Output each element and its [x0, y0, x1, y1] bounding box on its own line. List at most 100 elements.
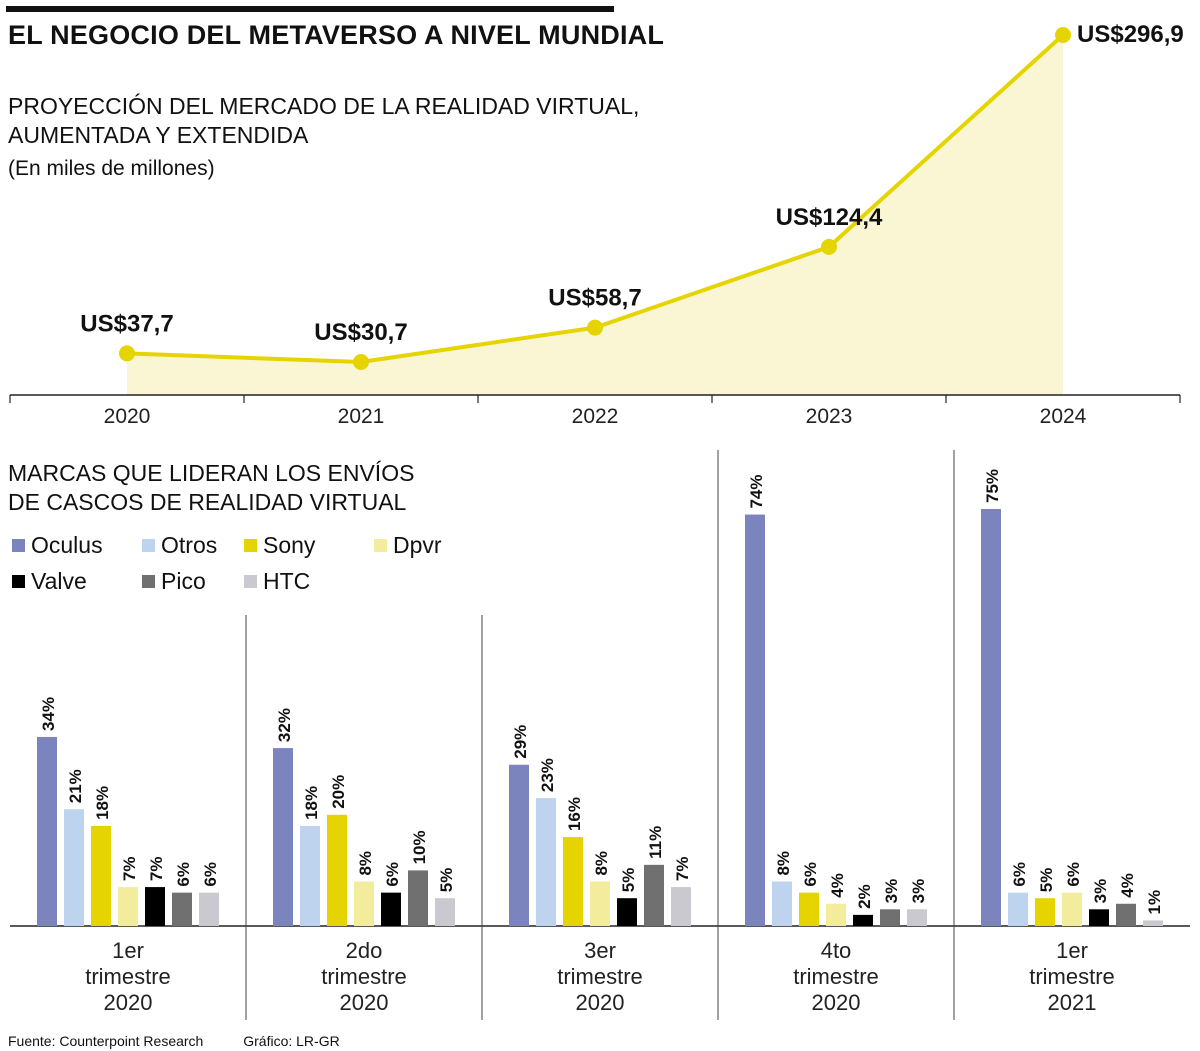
x-tick-label: 2021 [338, 405, 385, 428]
footer: Fuente: Counterpoint Research Gráfico: L… [8, 1033, 376, 1049]
bar-dpvr [354, 881, 374, 926]
bar-value-label: 6% [201, 862, 220, 887]
legend-swatch [244, 575, 257, 588]
bar-value-label: 16% [565, 797, 584, 831]
line-chart-title-line2: AUMENTADA Y EXTENDIDA [8, 122, 309, 148]
legend-label: Dpvr [393, 532, 442, 558]
group-label-line2: trimestre [321, 964, 407, 989]
x-tick-label: 2020 [104, 405, 151, 428]
bar-dpvr [1062, 892, 1082, 926]
bar-pico [644, 864, 664, 926]
bar-htc [1143, 920, 1163, 926]
legend-swatch [12, 539, 25, 552]
bar-sony [327, 814, 347, 926]
bar-sony [91, 825, 111, 926]
bar-value-label: 8% [774, 851, 793, 876]
legend-label: Sony [263, 532, 316, 558]
line-chart-title-line1: PROYECCIÓN DEL MERCADO DE LA REALIDAD VI… [8, 93, 640, 119]
group-label-line2: trimestre [557, 964, 643, 989]
data-label: US$58,7 [548, 285, 641, 312]
bar-value-label: 5% [1037, 868, 1056, 893]
legend-label: Oculus [31, 532, 103, 558]
bar-value-label: 6% [1064, 862, 1083, 887]
bar-oculus [273, 748, 293, 926]
bar-value-label: 1% [1145, 890, 1164, 915]
bar-value-label: 4% [1118, 873, 1137, 898]
group-label-line2: trimestre [85, 964, 171, 989]
bar-otros [772, 881, 792, 926]
bar-chart-title-line1: MARCAS QUE LIDERAN LOS ENVÍOS [8, 460, 415, 486]
bar-otros [536, 798, 556, 926]
legend-item-valve: Valve [12, 568, 87, 595]
bar-pico [408, 870, 428, 926]
bar-value-label: 7% [120, 857, 139, 882]
legend-item-htc: HTC [244, 568, 310, 595]
legend-swatch [12, 575, 25, 588]
line-chart-unit-label: (En miles de millones) [8, 157, 215, 180]
bar-value-label: 8% [356, 851, 375, 876]
bar-htc [435, 898, 455, 926]
bar-value-label: 10% [410, 830, 429, 864]
bar-otros [64, 809, 84, 926]
bar-pico [1116, 903, 1136, 926]
bar-value-label: 21% [66, 769, 85, 803]
bar-value-label: 5% [437, 868, 456, 893]
data-point [587, 319, 603, 336]
bar-valve [1089, 909, 1109, 926]
data-point [1055, 27, 1071, 43]
bar-value-label: 6% [383, 862, 402, 887]
group-label-line1: 1er [1056, 938, 1088, 963]
bar-valve [617, 898, 637, 926]
bar-otros [300, 825, 320, 926]
bar-value-label: 8% [592, 851, 611, 876]
legend-item-pico: Pico [142, 568, 206, 595]
legend-item-oculus: Oculus [12, 532, 103, 559]
data-point [119, 345, 135, 362]
bar-dpvr [590, 881, 610, 926]
bar-value-label: 34% [39, 697, 58, 731]
data-label: US$37,7 [80, 310, 173, 337]
bar-value-label: 6% [1010, 862, 1029, 887]
bar-oculus [509, 764, 529, 926]
bar-chart-title-line2: DE CASCOS DE REALIDAD VIRTUAL [8, 489, 407, 515]
bar-valve [145, 887, 165, 926]
legend-swatch [142, 539, 155, 552]
credit-note: Gráfico: LR-GR [243, 1033, 340, 1049]
bar-valve [853, 914, 873, 926]
legend-item-otros: Otros [142, 532, 217, 559]
bar-value-label: 32% [275, 708, 294, 742]
bar-value-label: 3% [1091, 879, 1110, 904]
legend-label: Otros [161, 532, 218, 558]
bar-value-label: 3% [882, 879, 901, 904]
data-point [353, 354, 369, 370]
area-fill [127, 35, 1063, 395]
bar-valve [381, 892, 401, 926]
group-label-line1: 1er [112, 938, 144, 963]
bar-value-label: 6% [801, 862, 820, 887]
bar-htc [907, 909, 927, 926]
bar-value-label: 18% [302, 786, 321, 820]
bar-oculus [745, 514, 765, 926]
x-tick-label: 2022 [572, 405, 619, 428]
bar-otros [1008, 892, 1028, 926]
group-label-line2: trimestre [793, 964, 879, 989]
group-label-line3: 2020 [104, 990, 153, 1015]
bar-dpvr [118, 887, 138, 926]
page-title: EL NEGOCIO DEL METAVERSO A NIVEL MUNDIAL [8, 20, 665, 50]
legend-item-dpvr: Dpvr [374, 532, 442, 559]
group-label-line1: 2do [346, 938, 383, 963]
legend-swatch [142, 575, 155, 588]
title-rule [6, 6, 614, 12]
bar-value-label: 5% [619, 868, 638, 893]
group-label-line1: 4to [821, 938, 852, 963]
legend-label: Pico [161, 568, 206, 594]
bar-pico [880, 909, 900, 926]
market-projection-chart: 2020 US$37,7 2021 US$30,7 2022 US$58,7 2023 US$… [9, 21, 1184, 428]
data-point [821, 238, 837, 255]
bar-pico [172, 892, 192, 926]
bar-chart-legend: Oculus Otros Sony Dpvr Valve Pico HTC [12, 532, 482, 602]
bar-htc [671, 887, 691, 926]
group-label-line1: 3er [584, 938, 616, 963]
bar-sony [1035, 898, 1055, 926]
